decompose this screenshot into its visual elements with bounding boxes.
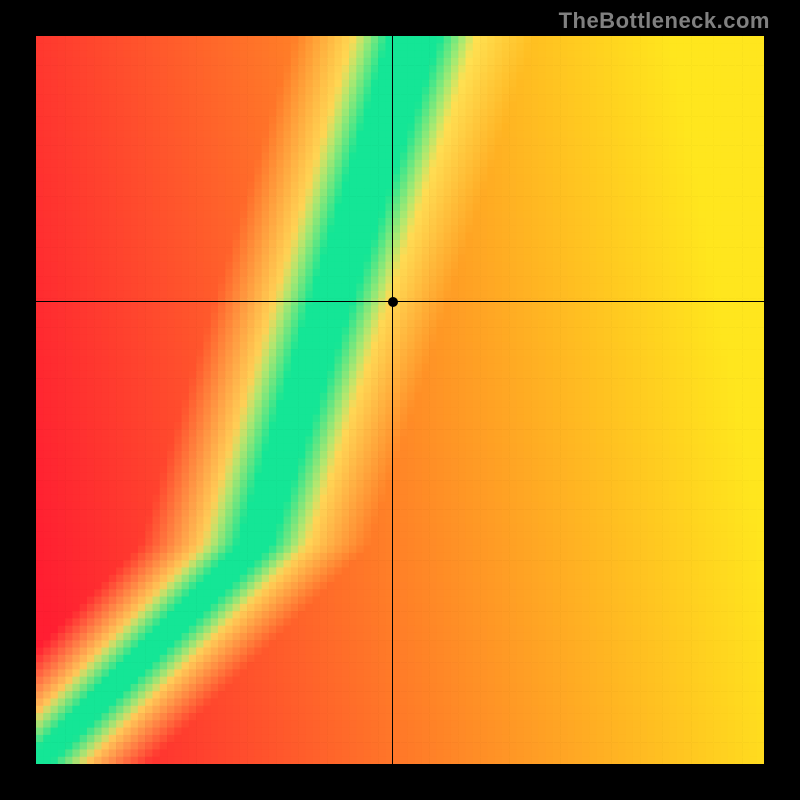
watermark-text: TheBottleneck.com: [559, 8, 770, 34]
heatmap-plot: [36, 36, 764, 764]
crosshair-dot: [388, 297, 398, 307]
heatmap-canvas: [36, 36, 764, 764]
